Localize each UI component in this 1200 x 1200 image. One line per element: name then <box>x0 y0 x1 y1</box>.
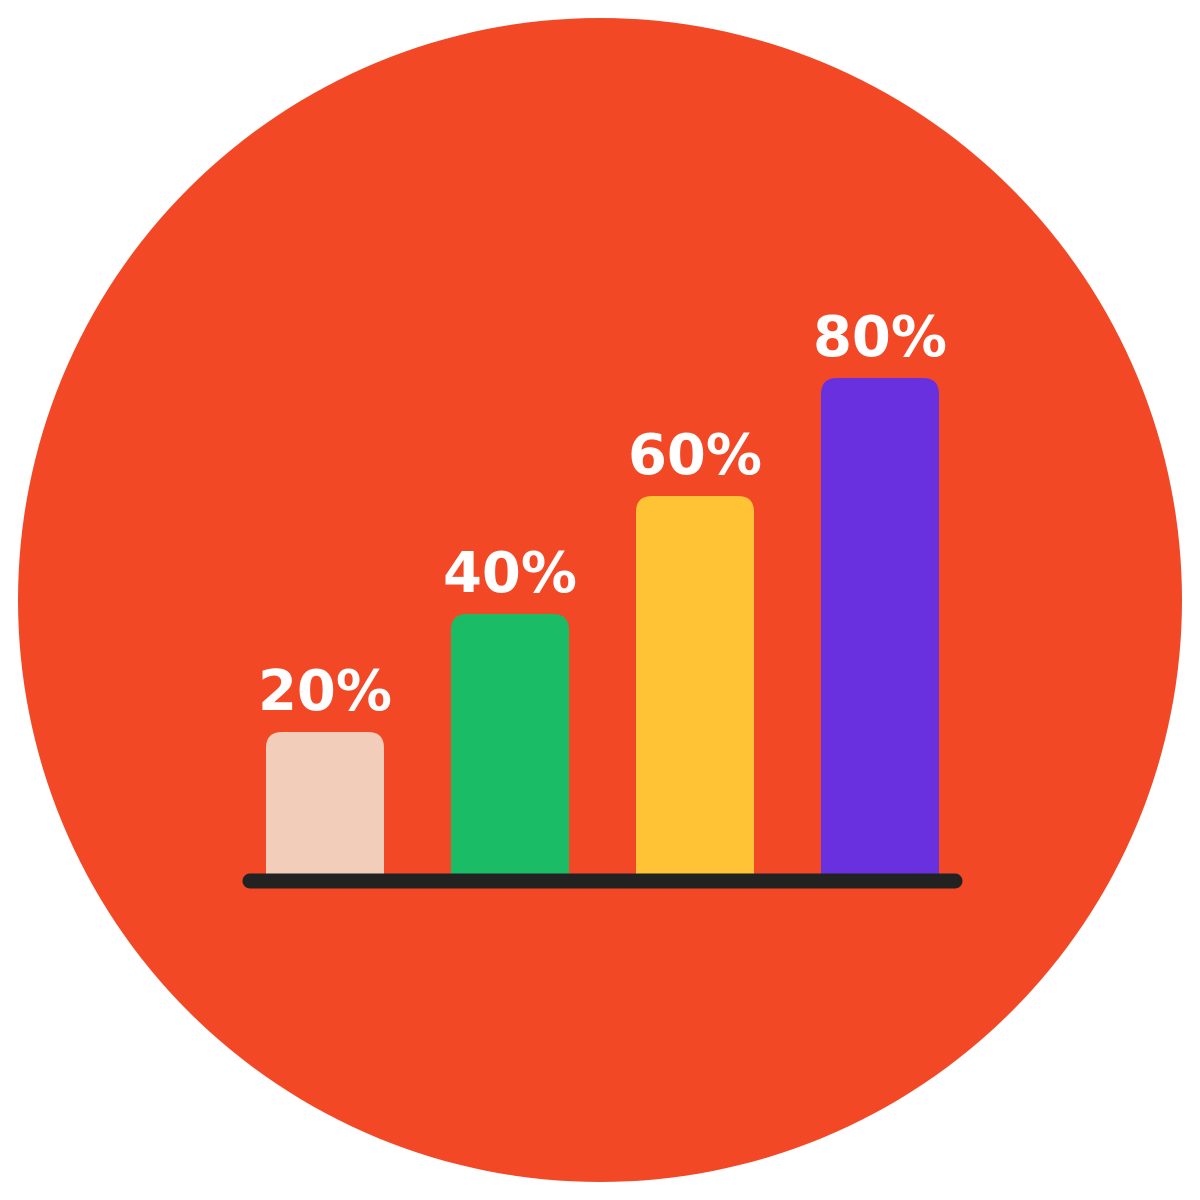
data-label-3: 60% <box>628 423 762 488</box>
bar-2 <box>451 614 569 876</box>
data-label-2: 40% <box>443 541 577 606</box>
bar-1 <box>266 732 384 876</box>
bar-4 <box>821 378 939 876</box>
bar-3 <box>636 496 754 876</box>
background-circle <box>18 18 1182 1182</box>
data-label-1: 20% <box>258 659 392 724</box>
data-label-4: 80% <box>813 305 947 370</box>
